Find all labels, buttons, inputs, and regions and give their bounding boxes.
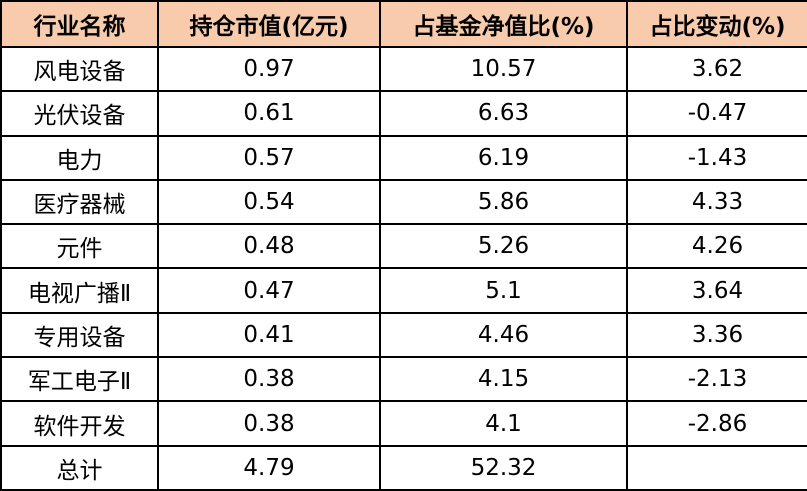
table-cell: 0.57 (157, 134, 381, 181)
table-cell: 医疗器械 (0, 178, 159, 226)
table-cell: 0.48 (157, 223, 381, 270)
table-cell: 0.54 (157, 178, 381, 226)
table-row: 软件开发 0.38 4.1 -2.86 (0, 400, 807, 447)
table-cell: 0.38 (157, 400, 381, 447)
table-cell: 5.26 (379, 223, 628, 270)
header-cell: 行业名称 (0, 0, 159, 48)
table-cell: 0.97 (157, 45, 381, 93)
table-cell: 0.41 (157, 311, 381, 359)
table-body: 风电设备 0.97 10.57 3.62 光伏设备 0.61 6.63 -0.47 电力 0.57… (0, 45, 807, 491)
table-row: 军工电子Ⅱ 0.38 4.15 -2.13 (0, 356, 807, 403)
table-cell: 元件 (0, 223, 159, 270)
table-cell: 4.46 (379, 311, 628, 359)
table-cell: 0.38 (157, 356, 381, 403)
table-cell: 电视广播Ⅱ (0, 267, 159, 314)
table-cell: -2.86 (626, 400, 807, 447)
table-cell: 0.61 (157, 90, 381, 137)
table-cell: 4.15 (379, 356, 628, 403)
table-cell: 光伏设备 (0, 90, 159, 137)
table-cell: 3.62 (626, 45, 807, 93)
empty-cell (626, 444, 807, 491)
table-cell: 6.19 (379, 134, 628, 181)
table-cell: 52.32 (379, 444, 628, 491)
header-cell: 持仓市值(亿元) (157, 0, 381, 48)
table-cell: 5.86 (379, 178, 628, 226)
table-cell: 电力 (0, 134, 159, 181)
table-cell: 5.1 (379, 267, 628, 314)
table-row: 元件 0.48 5.26 4.26 (0, 223, 807, 270)
table-cell: 4.79 (157, 444, 381, 491)
table-cell: 专用设备 (0, 311, 159, 359)
table-cell: 0.47 (157, 267, 381, 314)
table-row: 光伏设备 0.61 6.63 -0.47 (0, 90, 807, 137)
header-cell: 占比变动(%) (626, 0, 807, 48)
table-cell: 3.64 (626, 267, 807, 314)
table-row: 医疗器械 0.54 5.86 4.33 (0, 178, 807, 226)
table-cell: 4.33 (626, 178, 807, 226)
table-cell: 3.36 (626, 311, 807, 359)
table-row: 总计 4.79 52.32 (0, 444, 807, 491)
table-cell: -0.47 (626, 90, 807, 137)
table-row: 风电设备 0.97 10.57 3.62 (0, 45, 807, 93)
table-cell: 4.26 (626, 223, 807, 270)
table-cell: 总计 (0, 444, 159, 491)
table-cell: 软件开发 (0, 400, 159, 447)
table-cell: 10.57 (379, 45, 628, 93)
header-cell: 占基金净值比(%) (379, 0, 628, 48)
header-row: 行业名称 持仓市值(亿元) 占基金净值比(%) 占比变动(%) (0, 0, 807, 48)
table-cell: -1.43 (626, 134, 807, 181)
table-row: 专用设备 0.41 4.46 3.36 (0, 311, 807, 359)
table-row: 电力 0.57 6.19 -1.43 (0, 134, 807, 181)
table-row: 电视广播Ⅱ 0.47 5.1 3.64 (0, 267, 807, 314)
table-cell: 6.63 (379, 90, 628, 137)
table-cell: 4.1 (379, 400, 628, 447)
table-cell: 风电设备 (0, 45, 159, 93)
table-cell: 军工电子Ⅱ (0, 356, 159, 403)
table-cell: -2.13 (626, 356, 807, 403)
